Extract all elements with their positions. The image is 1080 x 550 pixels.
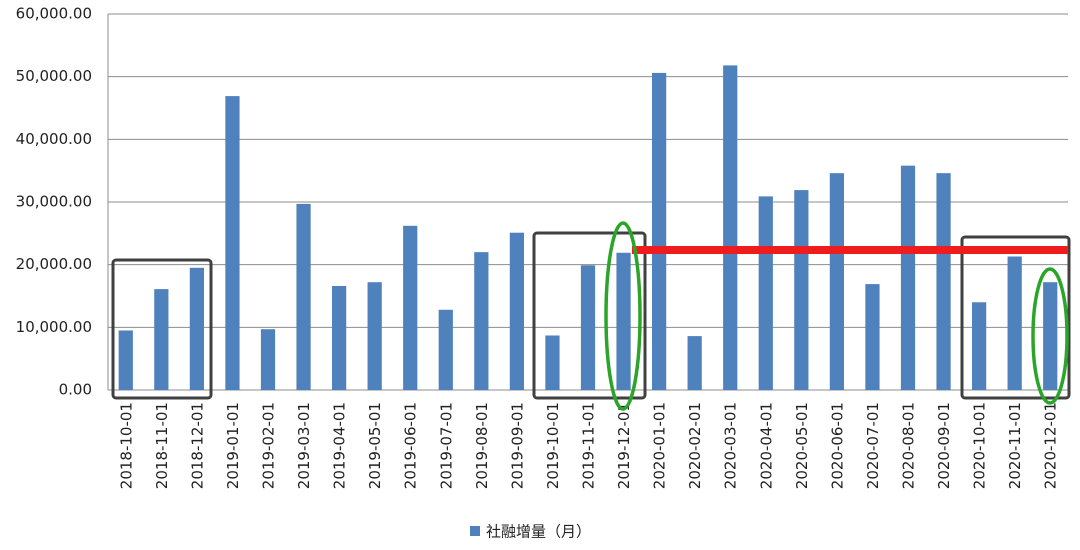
highlight-box	[111, 258, 213, 400]
legend-label: 社融增量（月）	[486, 523, 591, 541]
bar	[545, 335, 560, 390]
y-tick-label: 40,000.00	[16, 130, 92, 148]
x-tick-label: 2020-09-01	[935, 402, 953, 489]
bar	[1043, 282, 1058, 390]
bar	[936, 173, 951, 390]
bar	[794, 190, 809, 390]
bar	[972, 302, 987, 390]
x-tick-label: 2019-11-01	[580, 402, 598, 489]
x-tick-label: 2019-01-01	[224, 402, 242, 489]
bar	[580, 265, 596, 390]
bar	[225, 96, 240, 391]
x-tick-label: 2019-12-01	[615, 402, 633, 489]
x-tick-label: 2020-04-01	[757, 402, 775, 489]
bar	[865, 284, 880, 390]
y-tick-label: 20,000.00	[16, 255, 92, 273]
x-tick-label: 2018-11-01	[153, 402, 171, 489]
x-tick-label: 2020-11-01	[1006, 402, 1024, 489]
bar	[154, 289, 169, 390]
bar	[687, 336, 702, 390]
bar	[474, 252, 489, 390]
x-tick-label: 2019-04-01	[331, 402, 349, 489]
highlight-box	[532, 231, 647, 400]
y-tick-label: 50,000.00	[16, 67, 92, 85]
highlight-ellipse	[604, 221, 642, 411]
y-tick-label: 60,000.00	[16, 5, 92, 23]
highlight-ellipse	[1031, 267, 1069, 405]
x-tick-label: 2018-12-01	[188, 402, 206, 489]
x-tick-label: 2020-06-01	[828, 402, 846, 489]
y-tick-label: 10,000.00	[16, 318, 92, 336]
bar	[829, 173, 844, 390]
x-tick-label: 2020-01-01	[651, 402, 669, 489]
bar	[296, 203, 311, 390]
x-tick-label: 2018-10-01	[117, 402, 135, 489]
bar	[509, 232, 524, 390]
bar	[1007, 256, 1022, 390]
x-tick-label: 2019-09-01	[508, 402, 526, 489]
bar	[900, 165, 916, 390]
plot-area: 0.00 10,000.00 20,000.00 30,000.00 40,000.00…	[16, 5, 1068, 489]
x-tick-label: 2020-05-01	[793, 402, 811, 489]
bar	[616, 252, 631, 390]
bar	[189, 267, 204, 390]
x-tick-label: 2019-10-01	[544, 402, 562, 489]
highlight-box	[960, 235, 1071, 400]
bar	[403, 225, 418, 390]
x-tick-label: 2019-02-01	[260, 402, 278, 489]
x-tick-label: 2020-02-01	[686, 402, 704, 489]
x-tick-label: 2020-07-01	[864, 402, 882, 489]
y-tick-label: 30,000.00	[16, 193, 92, 211]
x-tick-label: 2019-03-01	[295, 402, 313, 489]
legend-swatch	[470, 526, 480, 536]
bar	[332, 285, 347, 390]
x-tick-label: 2019-08-01	[473, 402, 491, 489]
x-tick-label: 2020-10-01	[971, 402, 989, 489]
x-tick-label: 2019-07-01	[437, 402, 455, 489]
bar	[438, 309, 453, 390]
bar	[367, 282, 382, 390]
x-tick-label: 2019-06-01	[402, 402, 420, 489]
x-tick-label: 2020-03-01	[722, 402, 740, 489]
y-tick-label: 0.00	[59, 381, 92, 399]
x-tick-label: 2019-05-01	[366, 402, 384, 489]
x-tick-label: 2020-08-01	[900, 402, 918, 489]
bar	[260, 329, 276, 390]
annotations	[111, 221, 1071, 411]
bar	[652, 72, 667, 390]
bar	[723, 65, 738, 391]
bar	[758, 196, 773, 390]
bar	[118, 330, 133, 390]
x-tick-label: 2020-12-01	[1042, 402, 1060, 489]
